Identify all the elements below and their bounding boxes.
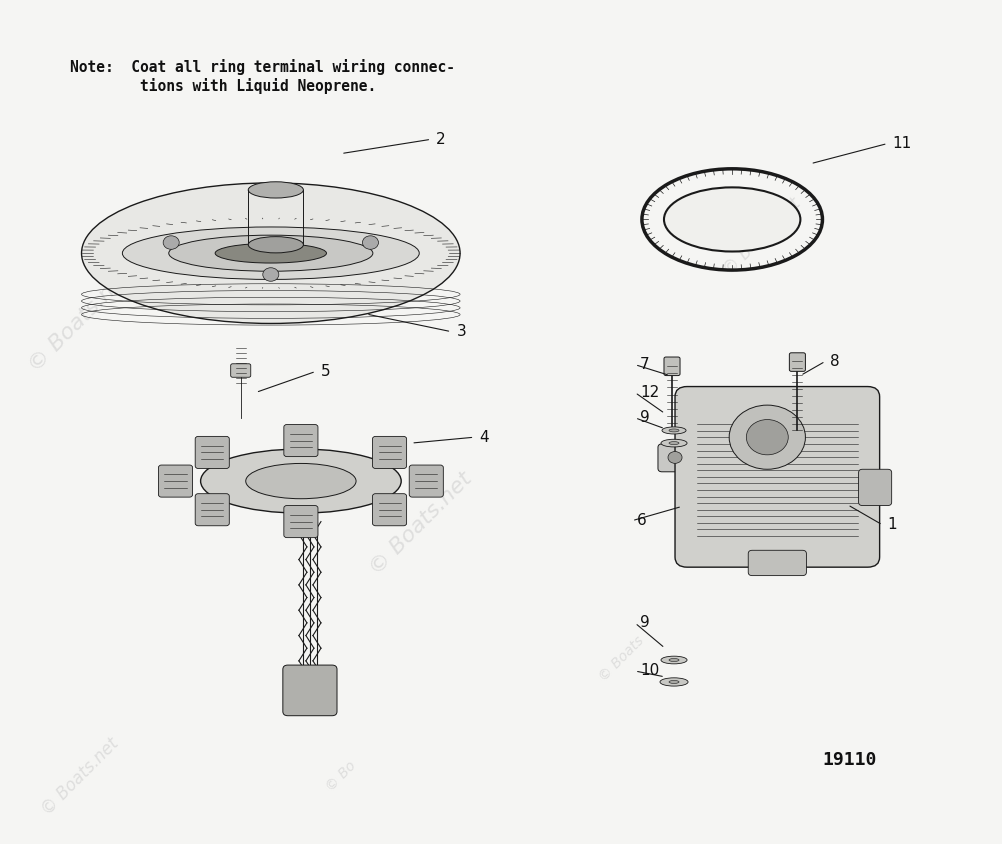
FancyBboxPatch shape (195, 436, 229, 468)
Text: 19110: 19110 (822, 750, 876, 769)
FancyBboxPatch shape (789, 353, 805, 371)
Text: © Boats.net: © Boats.net (719, 194, 804, 279)
FancyBboxPatch shape (195, 494, 229, 526)
Text: © Boats.net: © Boats.net (38, 734, 122, 819)
Text: 12: 12 (639, 385, 658, 400)
Text: © Bo: © Bo (323, 759, 359, 794)
Text: 8: 8 (830, 354, 840, 369)
Text: 11: 11 (892, 136, 911, 151)
Text: 5: 5 (321, 364, 331, 379)
Circle shape (163, 235, 179, 249)
Text: 7: 7 (639, 357, 649, 372)
Ellipse shape (215, 243, 327, 263)
Ellipse shape (668, 429, 678, 432)
FancyBboxPatch shape (657, 444, 693, 472)
FancyBboxPatch shape (158, 465, 192, 497)
Text: Note:  Coat all ring terminal wiring connec-
        tions with Liquid Neoprene.: Note: Coat all ring terminal wiring conn… (70, 59, 455, 94)
Ellipse shape (660, 656, 686, 664)
Circle shape (745, 419, 788, 455)
Text: © Boats.net: © Boats.net (366, 468, 476, 578)
Ellipse shape (245, 463, 356, 499)
FancyBboxPatch shape (747, 550, 806, 576)
Ellipse shape (659, 678, 687, 686)
Ellipse shape (660, 439, 686, 447)
Text: 1: 1 (887, 517, 897, 533)
Text: © Boats.net: © Boats.net (25, 266, 135, 376)
Text: 4: 4 (479, 430, 489, 445)
Text: 9: 9 (639, 615, 649, 630)
Ellipse shape (200, 449, 401, 513)
FancyBboxPatch shape (284, 506, 318, 538)
Ellipse shape (122, 227, 419, 279)
Text: 6: 6 (636, 513, 646, 528)
Ellipse shape (668, 658, 678, 662)
Circle shape (728, 405, 805, 469)
Text: 9: 9 (639, 410, 649, 425)
Ellipse shape (81, 183, 460, 323)
Circle shape (667, 452, 681, 463)
Ellipse shape (661, 427, 685, 434)
Text: 10: 10 (639, 663, 658, 679)
Ellipse shape (248, 236, 303, 253)
FancyBboxPatch shape (230, 364, 250, 377)
Circle shape (263, 268, 279, 281)
FancyBboxPatch shape (372, 436, 406, 468)
Text: © Boats: © Boats (596, 633, 646, 684)
Text: 2: 2 (436, 132, 446, 147)
Ellipse shape (248, 181, 303, 198)
FancyBboxPatch shape (283, 665, 337, 716)
FancyBboxPatch shape (674, 387, 879, 567)
Ellipse shape (668, 441, 678, 445)
FancyBboxPatch shape (372, 494, 406, 526)
Circle shape (362, 235, 378, 249)
FancyBboxPatch shape (284, 425, 318, 457)
Text: 3: 3 (456, 324, 466, 339)
FancyBboxPatch shape (409, 465, 443, 497)
Ellipse shape (668, 680, 678, 684)
Ellipse shape (168, 235, 373, 271)
FancyBboxPatch shape (663, 357, 679, 376)
Ellipse shape (663, 187, 800, 252)
FancyBboxPatch shape (858, 469, 891, 506)
